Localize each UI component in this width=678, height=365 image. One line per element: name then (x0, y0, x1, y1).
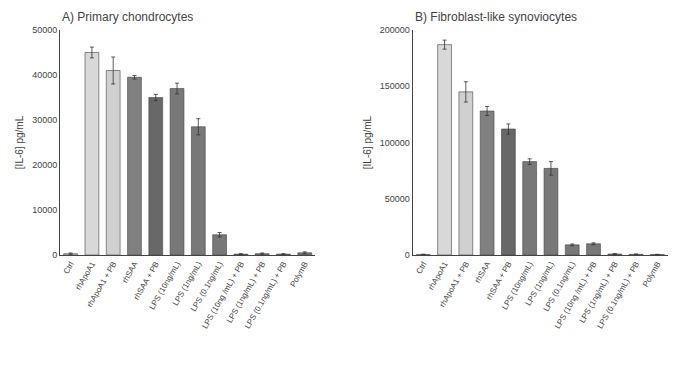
svg-text:A) Primary chondrocytes: A) Primary chondrocytes (62, 10, 193, 24)
svg-text:30000: 30000 (32, 115, 57, 125)
svg-text:0: 0 (52, 250, 57, 260)
svg-text:LPS (0.1ng/mL) + PB: LPS (0.1ng/mL) + PB (243, 260, 289, 330)
svg-text:LPS (1ng/mL): LPS (1ng/mL) (171, 260, 204, 308)
svg-text:rhSAA: rhSAA (473, 260, 493, 285)
svg-text:LPS (0.1ng/mL): LPS (0.1ng/mL) (542, 260, 578, 313)
svg-text:rhSAA: rhSAA (120, 260, 140, 285)
svg-text:rhApoA1 + PB: rhApoA1 + PB (85, 260, 118, 309)
svg-text:LPS (1ng/mL): LPS (1ng/mL) (524, 260, 557, 308)
svg-text:rhSAA + PB: rhSAA + PB (485, 260, 514, 301)
svg-text:LPS (10ng/mL): LPS (10ng/mL) (148, 260, 183, 311)
svg-text:LPS (0.1ng/mL) + PB: LPS (0.1ng/mL) + PB (596, 260, 642, 330)
svg-text:150000: 150000 (380, 81, 410, 91)
svg-text:50000: 50000 (32, 25, 57, 35)
svg-text:10000: 10000 (32, 205, 57, 215)
svg-text:LPS (1ng/mL) + PB: LPS (1ng/mL) + PB (225, 260, 267, 324)
svg-text:50000: 50000 (385, 194, 410, 204)
svg-text:B) Fibroblast-like synoviocyte: B) Fibroblast-like synoviocytes (415, 10, 577, 24)
svg-text:rhSAA + PB: rhSAA + PB (132, 260, 161, 301)
svg-text:rhApoA1 + PB: rhApoA1 + PB (438, 260, 471, 309)
svg-text:Ctrl: Ctrl (62, 260, 76, 275)
svg-text:Ctrl: Ctrl (414, 260, 428, 275)
svg-text:[IL-6] pg/mL: [IL-6] pg/mL (362, 115, 373, 169)
svg-text:rhApoA1: rhApoA1 (426, 260, 450, 292)
svg-text:LPS (0.1ng/mL): LPS (0.1ng/mL) (189, 260, 225, 313)
svg-text:PolymB: PolymB (288, 260, 310, 288)
svg-text:100000: 100000 (380, 138, 410, 148)
svg-text:PolymB: PolymB (641, 260, 663, 288)
svg-text:LPS (10ng /mL) + PB: LPS (10ng /mL) + PB (553, 260, 599, 330)
svg-text:[IL-6] pg/mL: [IL-6] pg/mL (14, 115, 25, 169)
svg-text:200000: 200000 (380, 25, 410, 35)
svg-text:20000: 20000 (32, 160, 57, 170)
svg-text:0: 0 (405, 250, 410, 260)
svg-text:40000: 40000 (32, 70, 57, 80)
svg-text:rhApoA1: rhApoA1 (74, 260, 98, 292)
svg-text:LPS (1ng/mL) + PB: LPS (1ng/mL) + PB (578, 260, 620, 324)
svg-text:LPS (10ng /mL) + PB: LPS (10ng /mL) + PB (200, 260, 246, 330)
svg-text:LPS (10ng/mL): LPS (10ng/mL) (500, 260, 535, 311)
